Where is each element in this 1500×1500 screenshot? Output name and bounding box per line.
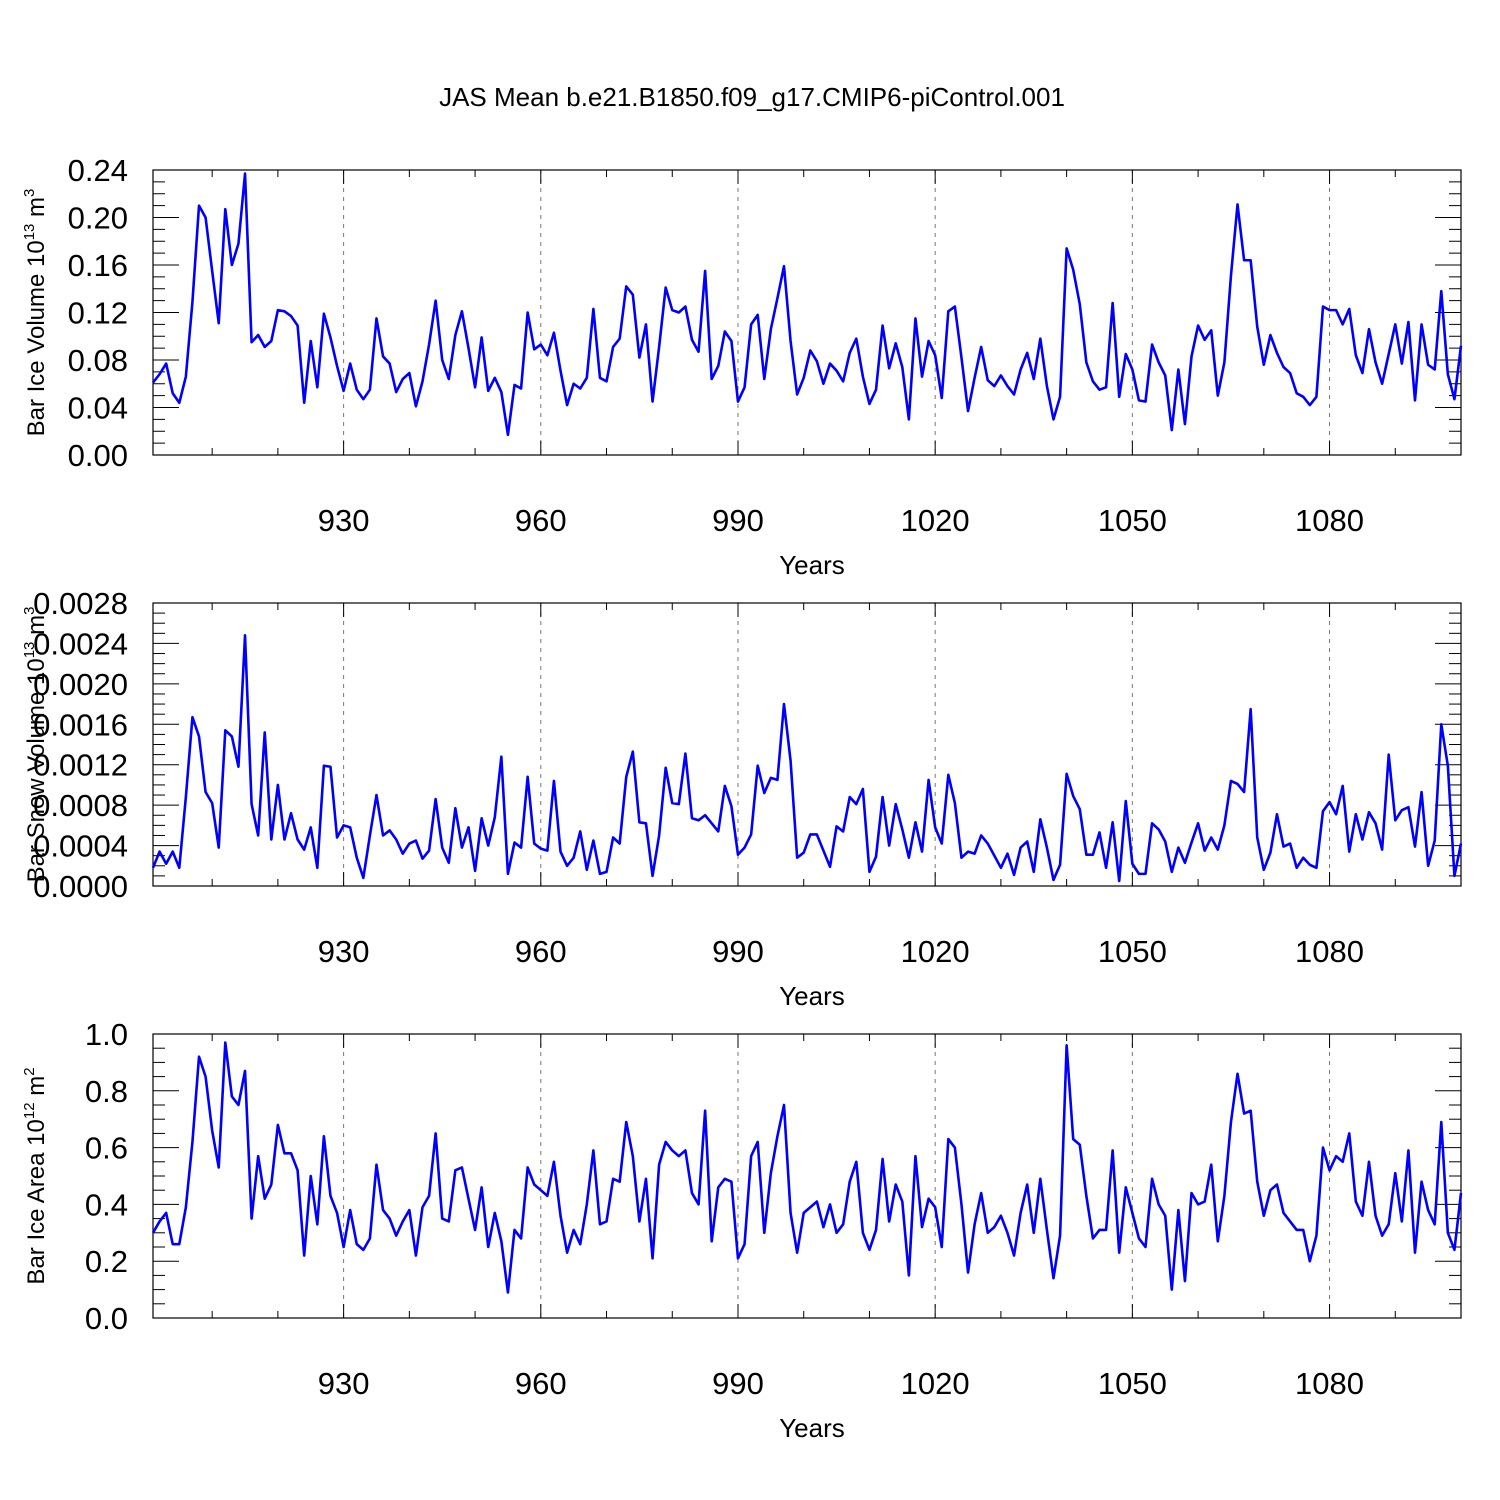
y-tick-label: 0.0016 <box>33 707 128 742</box>
data-series-line <box>151 1041 1463 1294</box>
y-tick-label: 0.20 <box>68 201 128 236</box>
x-tick-label: 930 <box>318 503 370 538</box>
x-tick-label: 930 <box>318 1366 370 1401</box>
data-series-line <box>151 172 1463 437</box>
plot-frame <box>152 1033 1462 1319</box>
y-tick-label: 0.00 <box>68 438 128 473</box>
x-tick-label: 1020 <box>901 934 970 969</box>
data-series-line <box>151 634 1463 883</box>
x-axis-title: Years <box>779 550 845 580</box>
y-tick-label: 0.04 <box>68 391 128 426</box>
y-axis-title-exponent: 2 <box>21 1067 38 1075</box>
x-tick-label: 930 <box>318 934 370 969</box>
x-tick-label: 990 <box>712 1366 764 1401</box>
y-axis-title-part: Bar Ice Area 10 <box>23 1119 50 1284</box>
y-tick-label: 0.2 <box>85 1244 128 1279</box>
y-axis-title-exponent: 3 <box>21 189 38 197</box>
y-tick-label: 0.0028 <box>33 586 128 621</box>
y-tick-label: 0.24 <box>68 153 128 188</box>
x-tick-label: 1020 <box>901 1366 970 1401</box>
x-tick-label: 1050 <box>1098 1366 1167 1401</box>
y-tick-label: 1.0 <box>85 1017 128 1052</box>
y-tick-label: 0.4 <box>85 1187 128 1222</box>
x-tick-label: 1080 <box>1295 1366 1364 1401</box>
x-tick-label: 1080 <box>1295 503 1364 538</box>
y-axis-title-exponent: 13 <box>21 642 38 659</box>
x-tick-label: 960 <box>515 503 567 538</box>
x-tick-label: 1020 <box>901 503 970 538</box>
chart-title: JAS Mean b.e21.B1850.f09_g17.CMIP6-piCon… <box>439 82 1065 112</box>
panel-1: 930 960 990 1020 1050 1080 0.00 0.04 0.08 0.12 0.1… <box>21 153 1463 580</box>
y-tick-label: 0.08 <box>68 343 128 378</box>
y-axis-title: Bar Snow Volume 1013 m3 <box>21 607 50 883</box>
y-axis-title-part: Bar Ice Volume 10 <box>23 240 50 436</box>
panel-3: 930 960 990 1020 1050 1080 0.0 0.2 0.4 0.6 0.8 1.0 Y… <box>21 1017 1463 1443</box>
plot-frame <box>152 169 1462 456</box>
y-axis-title-exponent: 13 <box>21 224 38 241</box>
y-tick-label: 0.12 <box>68 296 128 331</box>
y-axis-title-part: m <box>23 197 50 224</box>
x-tick-label: 960 <box>515 934 567 969</box>
y-tick-label: 0.0012 <box>33 748 128 783</box>
y-tick-label: 0.0020 <box>33 667 128 702</box>
y-tick-label: 0.6 <box>85 1131 128 1166</box>
y-axis-title-exponent: 3 <box>21 607 38 615</box>
y-axis-title-part: Bar Snow Volume 10 <box>23 658 50 882</box>
y-axis-title: Bar Ice Area 1012 m2 <box>21 1067 50 1284</box>
y-tick-label: 0.0008 <box>33 788 128 823</box>
x-tick-label: 990 <box>712 934 764 969</box>
x-axis-title: Years <box>779 1413 845 1443</box>
x-tick-label: 1050 <box>1098 934 1167 969</box>
panel-2: 930 960 990 1020 1050 1080 0.0000 0.0004 0.0008 0… <box>21 586 1463 1011</box>
x-tick-label: 1050 <box>1098 503 1167 538</box>
y-tick-label: 0.0024 <box>33 626 128 661</box>
x-tick-label: 1080 <box>1295 934 1364 969</box>
y-axis-title-exponent: 12 <box>21 1102 38 1119</box>
y-tick-label: 0.0000 <box>33 869 128 904</box>
y-tick-label: 0.8 <box>85 1074 128 1109</box>
y-tick-label: 0.16 <box>68 248 128 283</box>
y-axis-title: Bar Ice Volume 1013 m3 <box>21 189 50 437</box>
x-tick-label: 960 <box>515 1366 567 1401</box>
y-tick-label: 0.0 <box>85 1301 128 1336</box>
y-axis-title-part: m <box>23 615 50 642</box>
y-tick-label: 0.0004 <box>33 829 128 864</box>
y-axis-title-part: m <box>23 1076 50 1103</box>
x-tick-label: 990 <box>712 503 764 538</box>
x-axis-title: Years <box>779 981 845 1011</box>
